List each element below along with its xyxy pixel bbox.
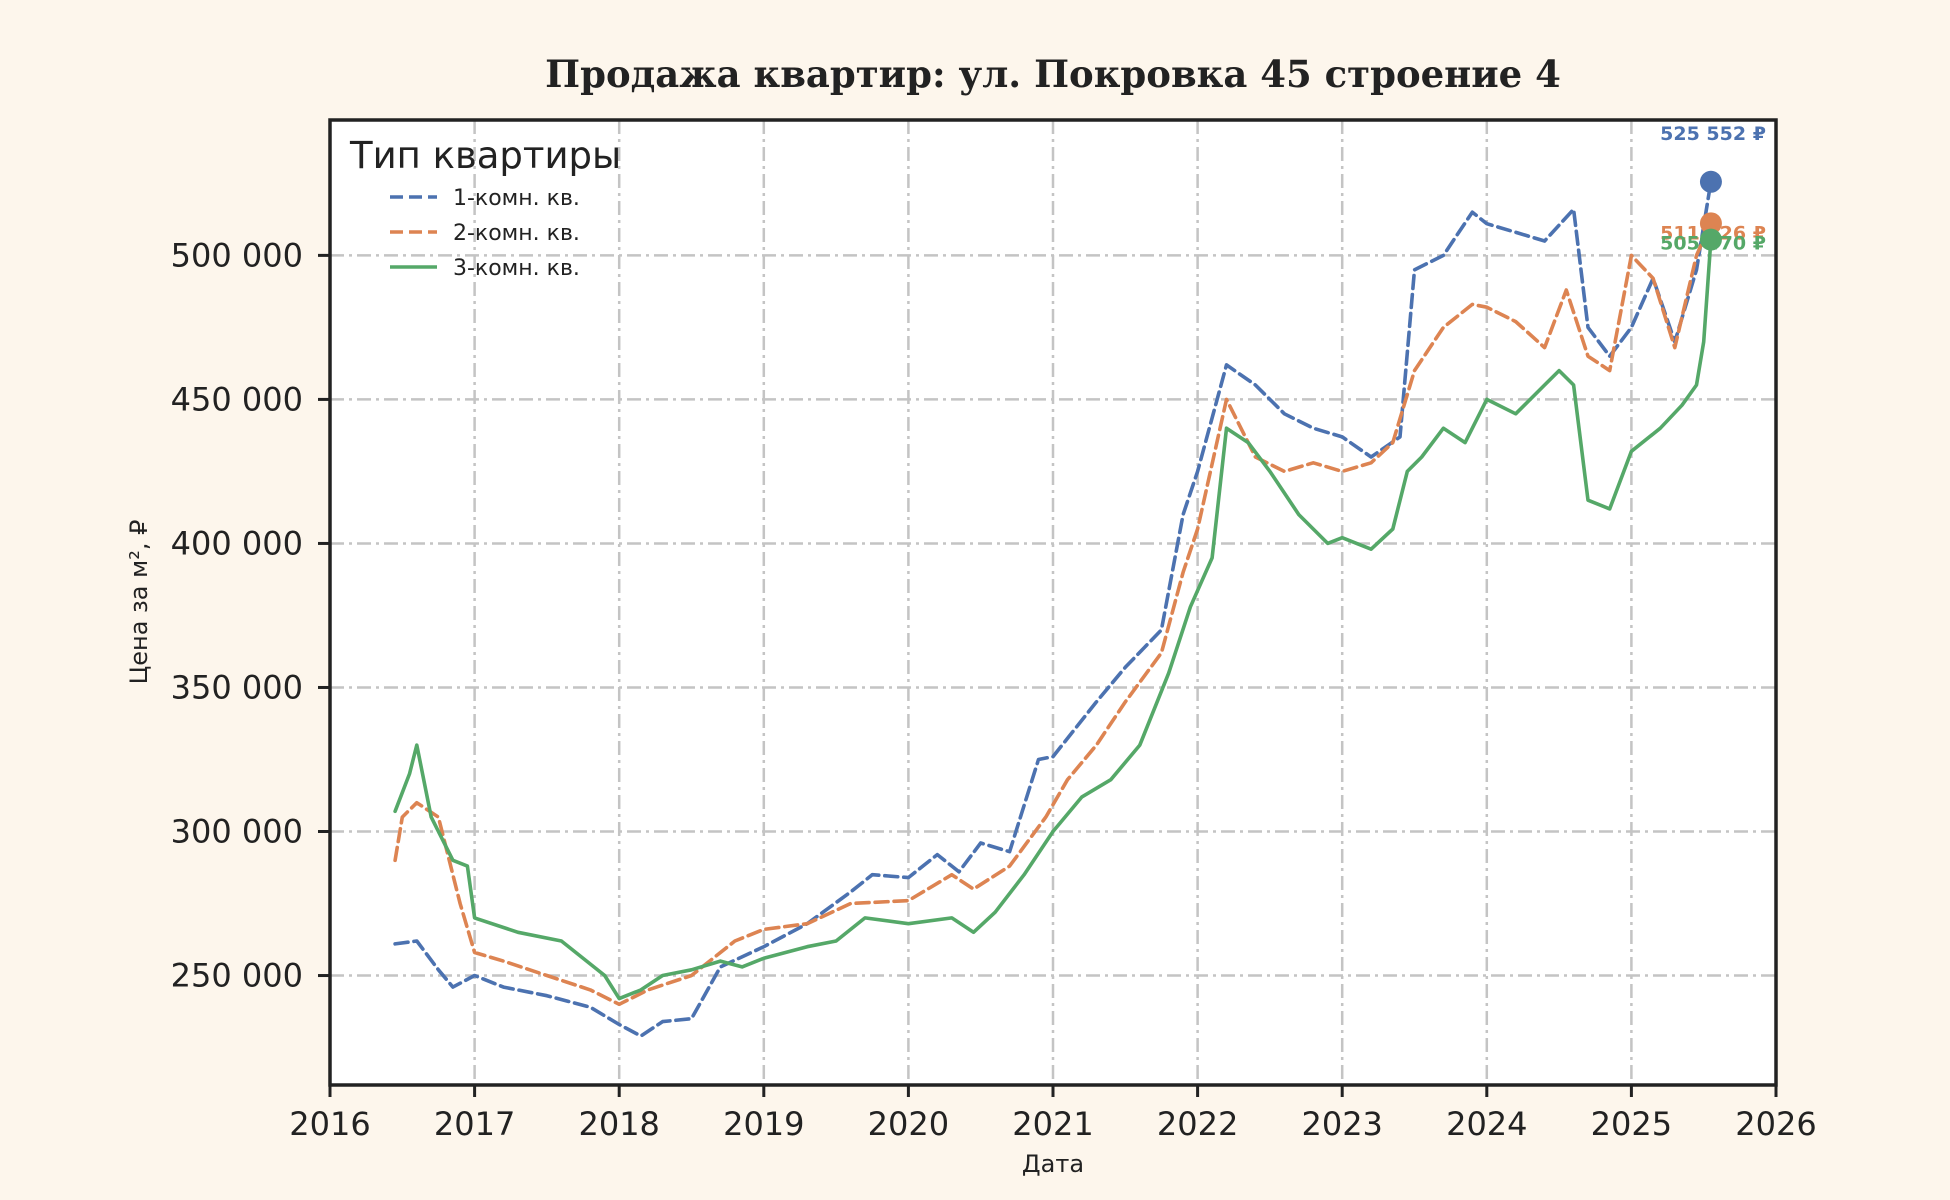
chart-title: Продажа квартир: ул. Покровка 45 строени… [545, 52, 1561, 96]
series-3-legend-label: 3-комн. кв. [453, 256, 580, 281]
x-axis: 2016 2017 2018 2019 2020 2021 2022 2023 2024 2025… [289, 1085, 1817, 1143]
y-axis-label: Цена за м², ₽ [125, 520, 153, 685]
y-axis: 250 000 300 000 350 000 400 000 450 000 500 0… [171, 236, 330, 995]
series-1-end-label: 525 552 ₽ [1660, 123, 1766, 145]
x-tick-label: 2026 [1735, 1105, 1816, 1143]
series-1-end-marker [1699, 170, 1722, 193]
y-tick-label: 250 000 [171, 957, 303, 995]
series-3-end-label: 505 470 ₽ [1660, 233, 1766, 255]
x-tick-label: 2018 [578, 1105, 659, 1143]
x-tick-label: 2019 [723, 1105, 804, 1143]
y-tick-label: 450 000 [171, 380, 303, 418]
x-tick-label: 2021 [1012, 1105, 1093, 1143]
y-tick-label: 500 000 [171, 236, 303, 274]
series-2-line [393, 221, 1713, 1007]
x-tick-label: 2023 [1301, 1105, 1382, 1143]
series-3-end-marker [1699, 228, 1722, 251]
x-tick-label: 2016 [289, 1105, 370, 1143]
end-markers: 525 552 ₽511 126 ₽505 470 ₽ [1660, 123, 1766, 255]
series-1-line [393, 180, 1713, 1038]
x-axis-label: Дата [1022, 1150, 1084, 1178]
series-1-legend-label: 1-комн. кв. [453, 186, 580, 211]
series-2-legend-label: 2-комн. кв. [453, 221, 580, 246]
x-tick-label: 2020 [868, 1105, 949, 1143]
y-tick-label: 400 000 [171, 524, 303, 562]
x-tick-label: 2024 [1446, 1105, 1527, 1143]
y-tick-label: 300 000 [171, 813, 303, 851]
x-tick-label: 2017 [434, 1105, 515, 1143]
legend: Тип квартиры 1-комн. кв. 2-комн. кв. 3-ком… [349, 134, 621, 281]
x-tick-label: 2022 [1157, 1105, 1238, 1143]
series-lines [393, 180, 1713, 1038]
y-tick-label: 350 000 [171, 668, 303, 706]
series-3-line [393, 237, 1713, 1001]
x-tick-label: 2025 [1591, 1105, 1672, 1143]
legend-title: Тип квартиры [349, 134, 621, 177]
series-2-end-marker [1699, 212, 1722, 235]
